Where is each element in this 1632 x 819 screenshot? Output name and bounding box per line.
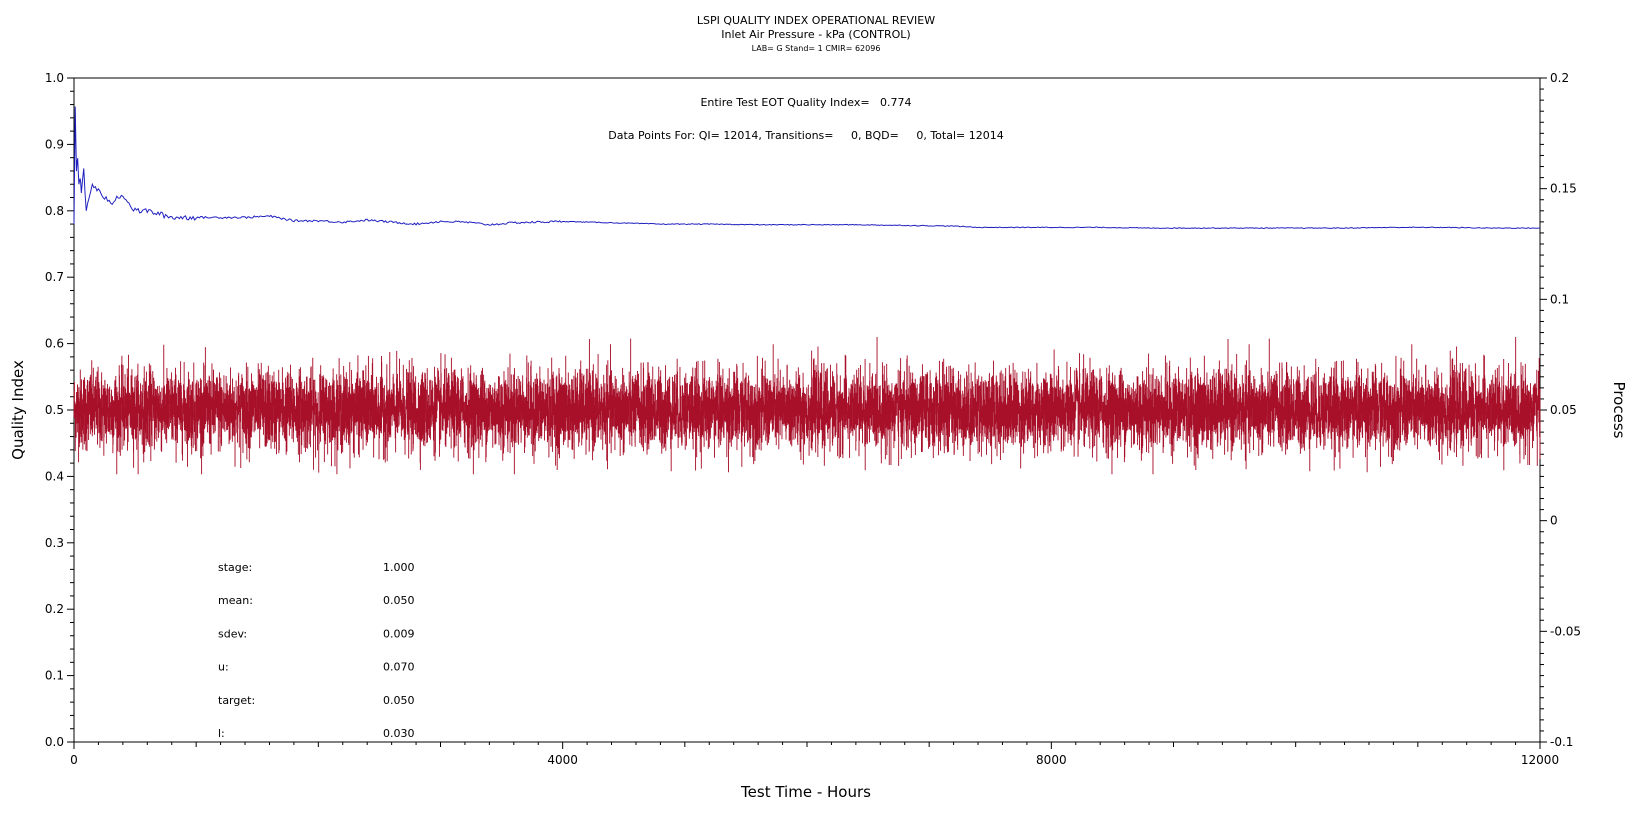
chart-title: LSPI QUALITY INDEX OPERATIONAL REVIEW <box>697 14 935 27</box>
data-points-annotation: Data Points For: QI= 12014, Transitions=… <box>608 129 1003 142</box>
left-axis-tick-label: 0.7 <box>45 270 64 284</box>
left-axis-tick-label: 0.6 <box>45 337 64 351</box>
y-axis-label-left: Quality Index <box>9 360 27 460</box>
stats-block: stage: 1.000 mean: 0.050 sdev: 0.009 u: 0.070 ta… <box>218 561 415 740</box>
process-series-line <box>73 337 1541 475</box>
stat-value: 0.050 <box>383 694 415 707</box>
stat-value: 0.030 <box>383 727 415 740</box>
x-axis-tick-label: 12000 <box>1521 753 1559 767</box>
quality-index-series <box>73 106 1541 229</box>
left-axis-tick-label: 0.2 <box>45 602 64 616</box>
right-axis-tick-label: 0.15 <box>1550 182 1577 196</box>
stat-value: 1.000 <box>383 561 415 574</box>
right-axis-tick-label: 0.1 <box>1550 292 1569 306</box>
left-axis-tick-label: 0.5 <box>45 403 64 417</box>
x-axis-tick-label: 8000 <box>1036 753 1067 767</box>
x-axis-tick-label: 0 <box>70 753 78 767</box>
left-axis-tick-label: 0.8 <box>45 204 64 218</box>
stat-label: u: <box>218 661 229 674</box>
left-axis-tick-label: 0.0 <box>45 735 64 749</box>
right-axis-tick-label: 0 <box>1550 514 1558 528</box>
stat-value: 0.070 <box>383 661 415 674</box>
right-axis-tick-label: -0.1 <box>1550 735 1573 749</box>
right-axis-tick-label: -0.05 <box>1550 624 1581 638</box>
stat-value: 0.050 <box>383 594 415 607</box>
x-axis-tick-label: 4000 <box>547 753 578 767</box>
left-axis: 0.0 0.1 0.2 0.3 0.4 0.5 0.6 0.7 0.8 0.9 1.0 <box>45 71 74 749</box>
right-axis: -0.1 -0.05 0 0.05 0.1 0.15 0.2 <box>1540 71 1581 749</box>
right-axis-tick-label: 0.05 <box>1550 403 1577 417</box>
stat-label: stage: <box>218 561 252 574</box>
left-axis-tick-label: 0.1 <box>45 669 64 683</box>
stat-label: target: <box>218 694 255 707</box>
left-axis-tick-label: 1.0 <box>45 71 64 85</box>
stat-label: sdev: <box>218 627 247 640</box>
stat-label: mean: <box>218 594 253 607</box>
chart-subtitle: Inlet Air Pressure - kPa (CONTROL) <box>721 28 910 41</box>
x-axis-label: Test Time - Hours <box>740 783 871 801</box>
stat-label: l: <box>218 727 225 740</box>
eot-quality-index-annotation: Entire Test EOT Quality Index= 0.774 <box>700 96 911 109</box>
x-axis: 0 4000 8000 12000 <box>70 742 1559 767</box>
left-axis-tick-label: 0.9 <box>45 137 64 151</box>
right-axis-tick-label: 0.2 <box>1550 71 1569 85</box>
left-axis-tick-label: 0.4 <box>45 469 64 483</box>
left-axis-tick-label: 0.3 <box>45 536 64 550</box>
process-series <box>73 337 1541 475</box>
chart-subtitle-2: LAB= G Stand= 1 CMIR= 62096 <box>752 44 881 53</box>
y-axis-label-right: Process <box>1610 382 1628 439</box>
stat-value: 0.009 <box>383 627 415 640</box>
